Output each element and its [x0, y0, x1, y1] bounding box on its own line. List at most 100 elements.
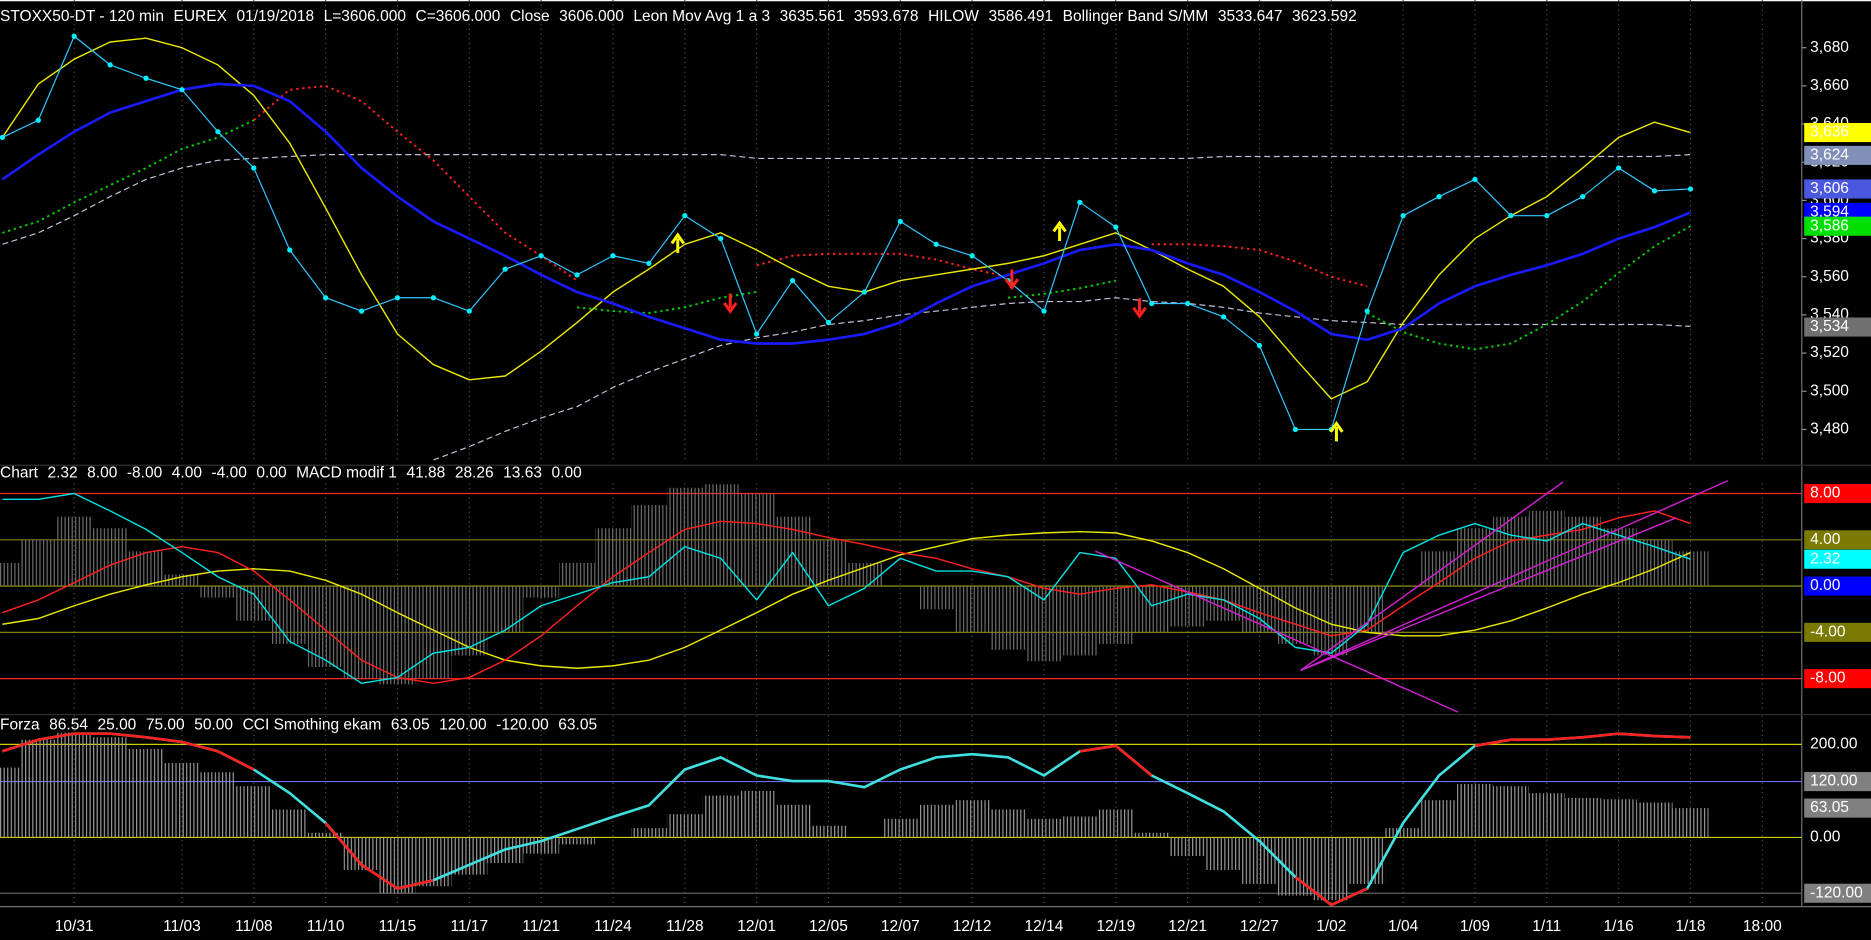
trend-line — [1300, 481, 1564, 671]
series-line — [2, 510, 1691, 685]
header-item: 4.00 — [172, 465, 203, 482]
histogram-bar — [164, 574, 200, 587]
value-tag-label: 3,624 — [1810, 146, 1849, 163]
x-tick-label: 1/04 — [1388, 918, 1419, 935]
histogram-bar — [487, 586, 524, 633]
header-item: -8.00 — [127, 465, 163, 482]
series-point — [969, 253, 975, 259]
buy-arrow — [1329, 420, 1344, 442]
series-line — [2, 154, 1691, 245]
trend-line — [1300, 517, 1677, 672]
trend-lines — [1095, 480, 1729, 713]
histogram-bar — [1349, 837, 1386, 884]
y-tick-label: 4.00 — [1810, 531, 1841, 548]
y-tick-label: 120.00 — [1810, 773, 1858, 790]
buy-arrow — [670, 232, 685, 253]
histogram-bar — [56, 516, 93, 587]
histogram-bar — [199, 586, 236, 598]
header-item: L=3606.000 — [324, 8, 407, 25]
histogram-bar — [882, 818, 919, 838]
series-point — [1256, 342, 1263, 349]
header-item: Bollinger Band S/MM — [1063, 8, 1209, 25]
histogram-bar — [954, 586, 991, 633]
series-point — [1149, 300, 1155, 307]
histogram-bar — [738, 493, 775, 587]
header-item: C=3606.000 — [416, 8, 501, 25]
x-tick-label: 10/31 — [55, 918, 94, 935]
header-item: Close — [510, 8, 550, 25]
series-point — [1185, 300, 1191, 307]
histogram-bar — [990, 586, 1027, 650]
series-point — [1077, 199, 1083, 205]
histogram-bar — [1241, 586, 1278, 633]
series-point — [1580, 193, 1586, 200]
histogram-bar — [56, 732, 93, 838]
series-line — [2, 492, 1691, 685]
buy-arrow — [1052, 220, 1067, 241]
series-point — [897, 218, 903, 225]
series-point — [358, 308, 365, 314]
y-tick-box — [1804, 576, 1871, 596]
value-tag-label: 3,586 — [1810, 217, 1849, 234]
series-point — [718, 235, 724, 242]
x-tick-label: 11/21 — [522, 918, 560, 935]
header-item: 75.00 — [146, 716, 185, 733]
sell-arrow — [1132, 298, 1147, 319]
histogram-bar — [415, 586, 452, 679]
series-line — [2, 530, 1691, 669]
panel — [0, 715, 1802, 907]
series-point — [1651, 188, 1658, 194]
series-point — [646, 260, 652, 267]
histogram-bar — [1528, 793, 1565, 838]
y-tick-box — [1804, 883, 1871, 903]
header-item: 3533.647 — [1218, 8, 1283, 25]
histogram-bar — [1133, 832, 1170, 838]
y-tick-label: 3,560 — [1810, 268, 1849, 285]
header-item: 25.00 — [98, 716, 137, 733]
series-point — [287, 247, 293, 253]
series-point — [71, 33, 77, 39]
histogram-bar — [271, 809, 308, 838]
series-point — [502, 266, 508, 272]
histogram-bar — [1600, 799, 1637, 838]
x-tick-label: 12/19 — [1096, 918, 1135, 935]
histogram-bar — [20, 739, 57, 838]
value-tag — [1804, 216, 1871, 236]
header-item: 86.54 — [49, 716, 88, 733]
series-point — [825, 319, 832, 326]
histogram-bar — [1564, 797, 1601, 838]
header-item: 01/19/2018 — [236, 8, 314, 25]
histogram-bar — [1205, 586, 1242, 621]
header-item: -4.00 — [212, 465, 248, 482]
histogram-bar — [774, 516, 811, 587]
x-tick-label: 12/21 — [1168, 918, 1207, 935]
series-point — [1041, 308, 1047, 314]
histogram-bar — [702, 795, 739, 838]
histogram-bar — [1457, 528, 1493, 587]
x-tick-label: 11/15 — [379, 918, 417, 935]
series-point — [323, 295, 329, 301]
series-point — [754, 331, 760, 337]
series-line — [1, 37, 1691, 400]
x-tick-label: 11/17 — [450, 918, 488, 935]
x-tick-label: 1/18 — [1675, 918, 1705, 935]
histogram-bar — [343, 586, 380, 679]
header-item: 3593.678 — [854, 8, 919, 25]
histogram-bar — [379, 586, 416, 685]
y-tick-label: -120.00 — [1810, 884, 1863, 901]
y-tick-label: -4.00 — [1810, 623, 1846, 640]
histogram-bar — [0, 562, 21, 587]
header-item: 3606.000 — [559, 8, 624, 25]
header-item: 3586.491 — [988, 8, 1053, 25]
series-point — [861, 289, 868, 295]
histogram-bar — [1457, 783, 1493, 838]
series-point — [143, 75, 149, 81]
y-tick-box — [1804, 669, 1871, 689]
trend-line — [1095, 550, 1459, 713]
histogram-bar — [1385, 828, 1422, 838]
header-item: 0.00 — [552, 465, 583, 482]
header-item: HILOW — [928, 8, 979, 25]
series-point — [1220, 314, 1227, 320]
